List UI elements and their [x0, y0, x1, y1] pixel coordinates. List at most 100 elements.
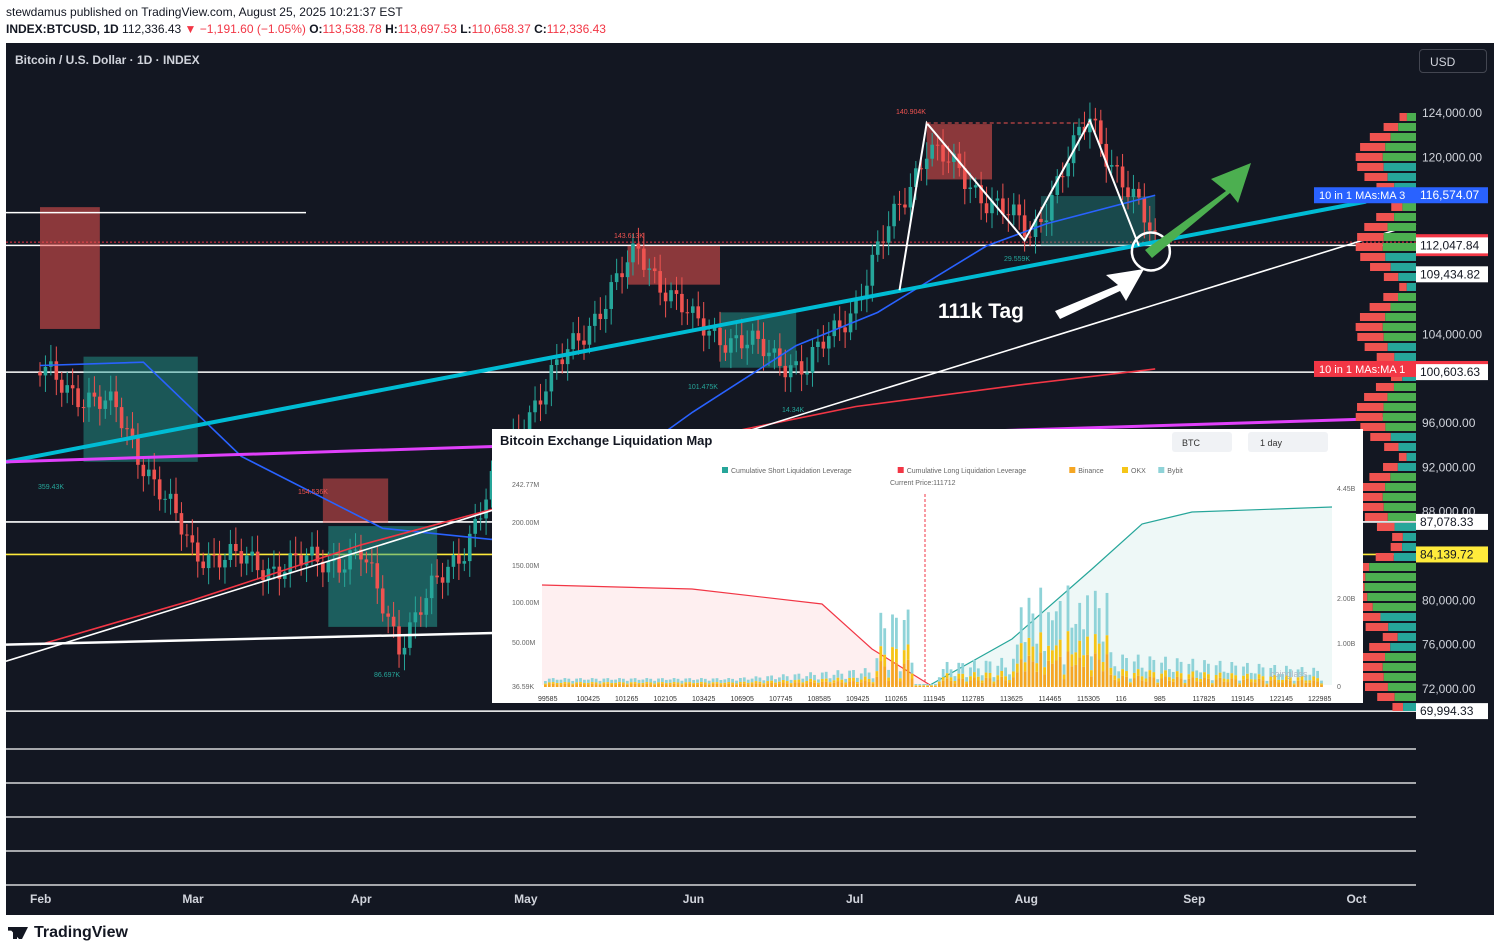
tradingview-logo[interactable]: TradingView [8, 924, 128, 942]
liq-bar [661, 682, 664, 684]
currency-button[interactable]: USD [1419, 49, 1487, 73]
liq-bar [910, 678, 914, 687]
profile-bar [1382, 633, 1398, 641]
candle-body [745, 344, 749, 349]
candle-body [457, 555, 461, 564]
candle-body [348, 550, 352, 570]
liq-x-tick: 108585 [808, 696, 831, 703]
price-label-box [1416, 266, 1488, 283]
liq-bar [1277, 682, 1280, 687]
liq-bar [571, 680, 575, 684]
profile-bar [1383, 293, 1399, 301]
liq-bar [1082, 666, 1085, 687]
liq-bar [945, 673, 949, 679]
liq-bar [1125, 658, 1128, 672]
candle-body [359, 549, 363, 560]
liq-bar [1051, 663, 1054, 687]
liq-bar [844, 684, 848, 687]
profile-bar [1398, 273, 1416, 281]
coin-select-label: BTC [1182, 438, 1201, 448]
profile-bar [1399, 283, 1407, 291]
profile-bar [1355, 153, 1383, 161]
liq-bar [1203, 672, 1206, 678]
liq-bar [1070, 666, 1074, 687]
candle-body [391, 616, 396, 627]
liq-bar [848, 681, 851, 687]
liq-bar [898, 678, 902, 682]
liq-bar [875, 658, 879, 672]
liq-bar [906, 659, 910, 687]
volume-note: 29.559K [1004, 256, 1030, 263]
liq-x-tick: 122145 [1270, 696, 1293, 703]
liq-bar [867, 681, 871, 687]
liq-bar [1171, 681, 1175, 687]
liq-bar [867, 672, 871, 680]
target-circle [1130, 231, 1172, 272]
liq-bar [976, 676, 980, 681]
liq-bar [653, 684, 656, 687]
candle-body [76, 388, 80, 408]
profile-bar [1359, 313, 1386, 321]
liq-bar [754, 681, 758, 684]
liq-bar [688, 683, 692, 687]
profile-bar [1369, 643, 1391, 651]
liq-bar [1168, 677, 1171, 681]
liq-bar [1257, 678, 1261, 687]
liq-bar [594, 684, 598, 687]
profile-bar [1387, 393, 1416, 401]
liq-bar [1109, 652, 1113, 668]
candle-body [168, 493, 173, 499]
liq-bar [1191, 677, 1195, 687]
liq-bar [1136, 675, 1140, 687]
candle-body [984, 203, 989, 214]
candle-body [315, 546, 320, 562]
liq-bar [544, 684, 547, 687]
profile-bar [1365, 683, 1388, 691]
liq-bar [684, 684, 688, 687]
liq-bar [579, 682, 582, 684]
liq-bar [629, 678, 633, 683]
liq-bar [1183, 683, 1187, 685]
liq-bar [785, 676, 789, 682]
low-label: L: [460, 22, 472, 36]
liq-bar [930, 684, 933, 686]
liq-bar [715, 683, 719, 687]
profile-bar [1385, 423, 1416, 431]
candle-body [283, 572, 287, 579]
liq-bar [1129, 678, 1132, 683]
liq-bar [1136, 669, 1140, 676]
liq-bar [988, 678, 992, 687]
liq-bar [1230, 673, 1234, 679]
candle-body [875, 241, 880, 255]
price-label: 69,994.33 [1420, 704, 1474, 718]
liq-bar [1210, 680, 1214, 684]
candle-body [1115, 165, 1119, 167]
profile-bar [1364, 223, 1388, 231]
price-label-box [1416, 513, 1488, 530]
liq-bar [680, 684, 684, 687]
liq-bar [976, 680, 980, 687]
liq-bar [996, 665, 1000, 676]
liq-bar [645, 678, 649, 683]
liq-bar [1144, 681, 1148, 687]
profile-bar [1375, 383, 1394, 391]
candle-body [739, 335, 744, 349]
candle-body [1055, 176, 1060, 195]
profile-bar [1387, 513, 1416, 521]
candle-body [65, 385, 69, 393]
price-chart-svg[interactable]: 111k Tag 140.904K 143.613K 154.536K 359.43K 2… [6, 43, 1494, 915]
liq-bar [707, 680, 711, 684]
candle-body [587, 325, 592, 345]
liq-bar [700, 682, 703, 684]
liq-bar [875, 676, 879, 687]
liq-bar [1070, 627, 1074, 655]
liq-bar [883, 628, 887, 655]
liq-bar [645, 683, 649, 687]
liq-bar [703, 684, 707, 687]
liq-bar [1304, 680, 1308, 683]
liq-bar [664, 683, 668, 685]
chart-area[interactable]: 111k Tag 140.904K 143.613K 154.536K 359.43K 2… [6, 43, 1494, 915]
candle-body [272, 566, 276, 569]
candle-body [141, 464, 146, 477]
profile-bar [1355, 413, 1383, 421]
